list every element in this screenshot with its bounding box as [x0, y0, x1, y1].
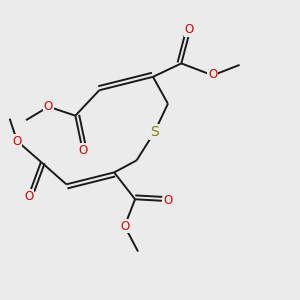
- Text: O: O: [163, 194, 172, 207]
- Text: O: O: [78, 143, 87, 157]
- Text: O: O: [44, 100, 53, 112]
- Text: O: O: [184, 23, 194, 36]
- Text: S: S: [150, 125, 159, 139]
- Text: O: O: [13, 134, 22, 148]
- Text: O: O: [208, 68, 217, 81]
- Text: O: O: [120, 220, 129, 232]
- Text: O: O: [24, 190, 34, 203]
